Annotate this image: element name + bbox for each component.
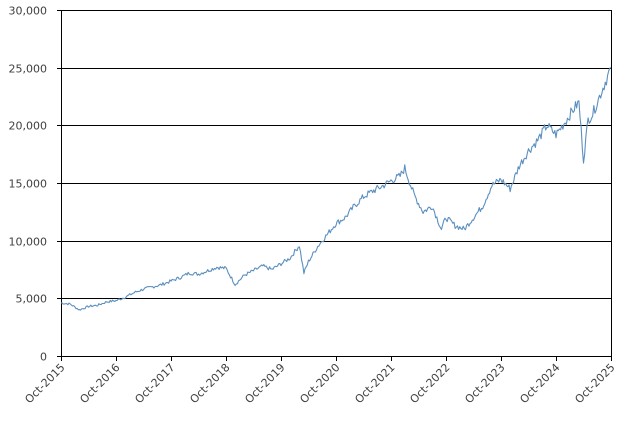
- gridlines: [61, 10, 611, 299]
- axes: [57, 10, 612, 361]
- x-tick-label: Oct-2017: [132, 361, 177, 406]
- series-line: [60, 67, 612, 311]
- y-tick-label: 5,000: [16, 293, 48, 306]
- y-tick-label: 15,000: [9, 178, 48, 191]
- x-tick-label: Oct-2021: [352, 361, 397, 406]
- x-tick-label: Oct-2019: [242, 361, 287, 406]
- x-tick-label: Oct-2018: [187, 361, 232, 406]
- x-tick-label: Oct-2025: [572, 361, 617, 406]
- x-tick-label: Oct-2024: [517, 361, 562, 406]
- x-tick-label: Oct-2016: [77, 361, 122, 406]
- y-tick-labels: 0 5,000 10,000 15,000 20,000 25,000 30,000: [9, 5, 48, 364]
- x-tick-label: Oct-2020: [297, 361, 342, 406]
- y-tick-label: 30,000: [9, 5, 48, 18]
- x-tick-label: Oct-2023: [462, 361, 507, 406]
- series-layer: [60, 67, 612, 311]
- y-tick-label: 10,000: [9, 236, 48, 249]
- x-tick-labels: Oct-2015 Oct-2016 Oct-2017 Oct-2018 Oct-2019…: [22, 361, 617, 406]
- y-tick-label: 20,000: [9, 120, 48, 133]
- y-tick-label: 25,000: [9, 63, 48, 76]
- y-tick-label: 0: [40, 351, 47, 364]
- x-tick-label: Oct-2015: [22, 361, 67, 406]
- x-tick-label: Oct-2022: [407, 361, 452, 406]
